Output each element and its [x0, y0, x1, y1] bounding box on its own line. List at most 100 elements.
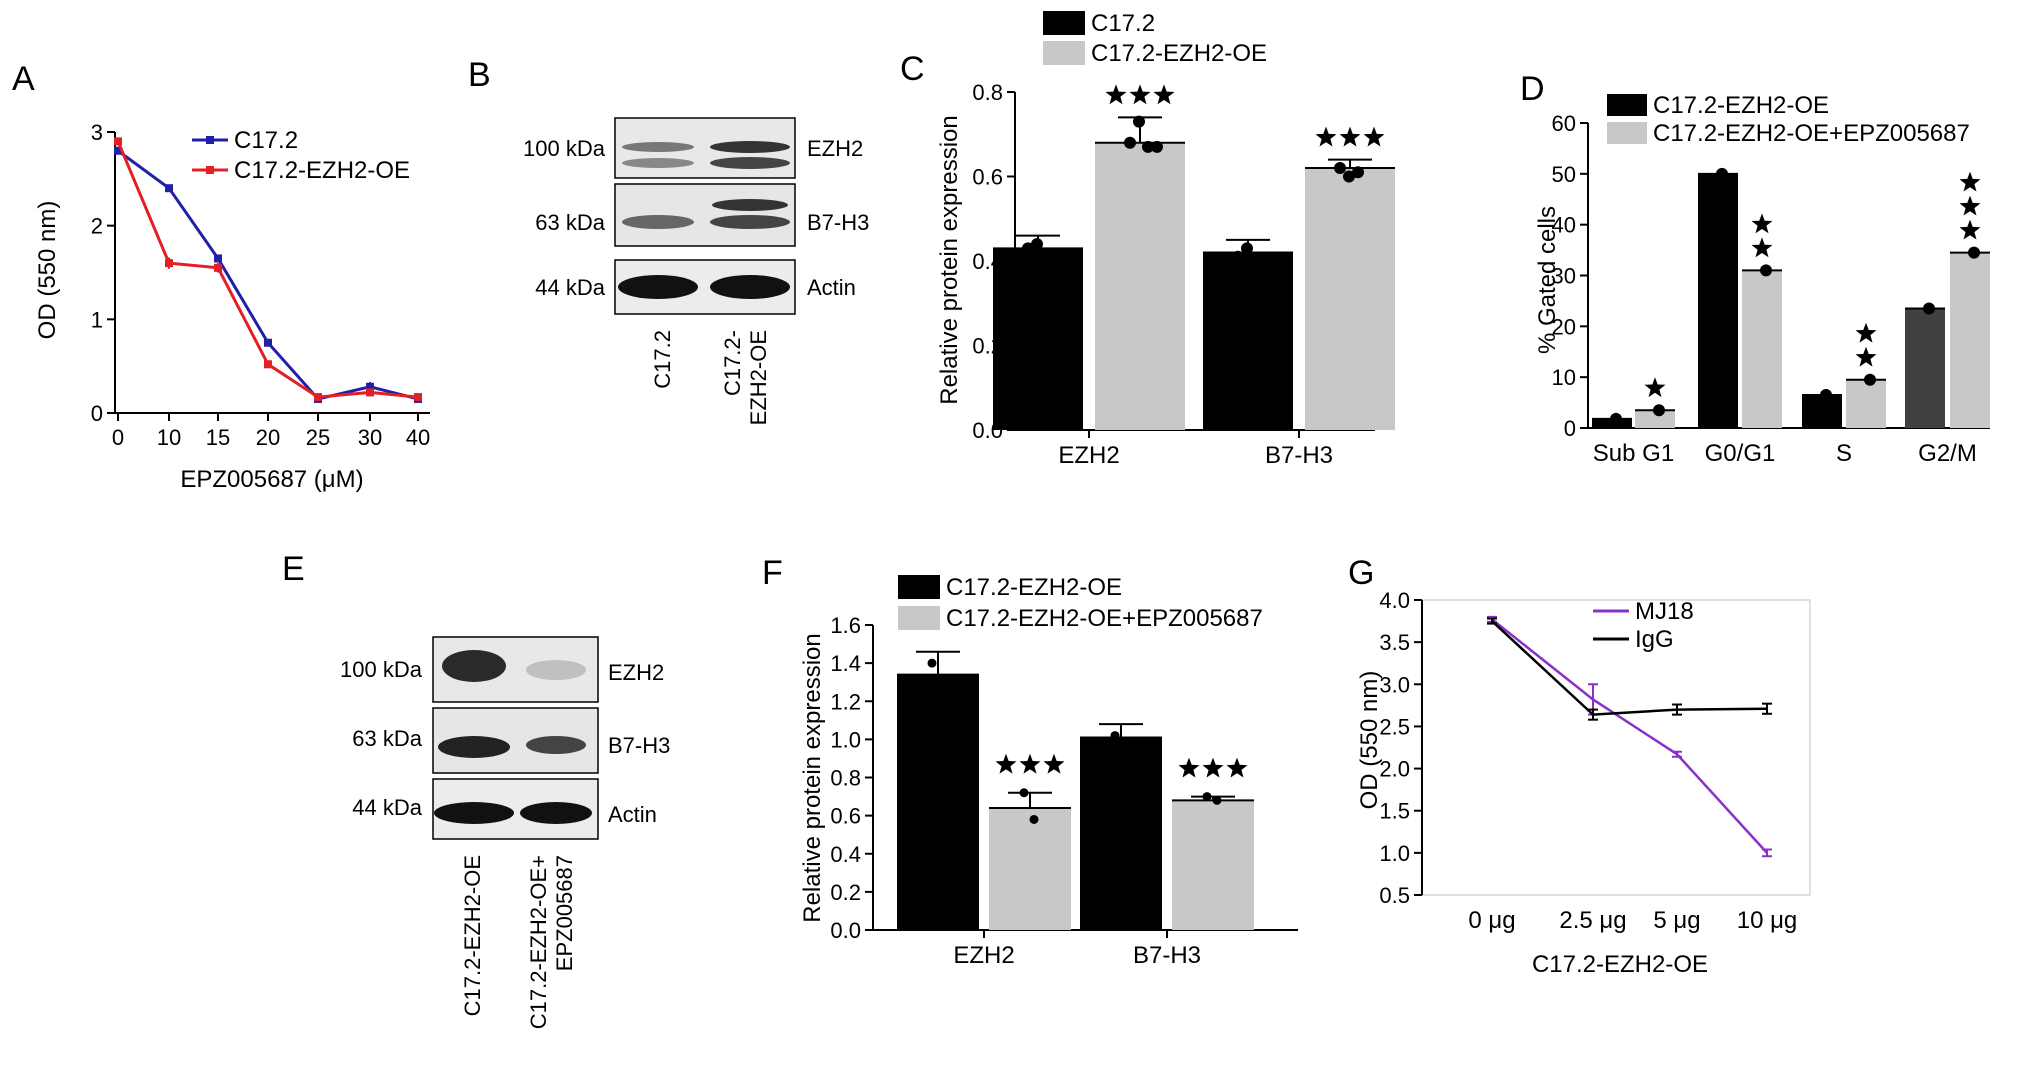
blot-e-lane-2a: C17.2-EZH2-OE+: [526, 855, 551, 1029]
x-tick-label: 20: [256, 425, 280, 450]
y-tick-label: 0.8: [972, 80, 1003, 105]
legend-item-label: C17.2-EZH2-OE: [1653, 92, 1829, 119]
legend-item-label: MJ18: [1635, 598, 1694, 625]
data-point: [1968, 246, 1980, 259]
data-point: [1151, 140, 1163, 153]
legend-item-label: C17.2-EZH2-OE+EPZ005687: [1653, 120, 1970, 147]
western-blot-e: 100 kDa 63 kDa 44 kDa EZH2 B7-H3 Actin C…: [340, 636, 670, 1029]
y-tick-label: 60: [1552, 111, 1576, 136]
bar: [993, 248, 1083, 430]
legend-item-marker: [206, 136, 214, 144]
y-axis-title: OD (550 nm): [34, 201, 61, 340]
blot-b-size-44: 44 kDa: [535, 275, 605, 300]
y-tick-label: 3: [91, 120, 103, 145]
x-tick-label: Sub G1: [1593, 440, 1674, 467]
legend-item-swatch: [1607, 122, 1647, 144]
y-tick-label: 0.6: [972, 165, 1003, 190]
bar: [989, 808, 1071, 930]
data-point: [214, 263, 222, 272]
data-point: [1343, 170, 1355, 183]
data-point: [1110, 731, 1120, 741]
significance-star: [1855, 322, 1877, 343]
significance-star: [1644, 377, 1666, 398]
panel-letter-c: C: [900, 50, 925, 88]
y-tick-label: 3.0: [1379, 672, 1410, 697]
y-axis-title: OD (550 nm): [1356, 671, 1383, 810]
bar: [1172, 800, 1254, 930]
bar: [1592, 418, 1632, 428]
data-point: [1133, 115, 1145, 128]
panel-letter-a: A: [12, 60, 35, 98]
data-point: [1334, 162, 1346, 175]
bar: [1950, 252, 1990, 428]
data-point: [927, 658, 937, 668]
x-tick-label: 15: [206, 425, 230, 450]
blot-b-lane-1: C17.2: [650, 330, 675, 389]
data-point: [165, 259, 173, 268]
y-tick-label: 30: [1552, 264, 1576, 289]
y-tick-label: 1.4: [830, 651, 861, 676]
bar: [1802, 394, 1842, 428]
y-tick-label: 2.0: [1379, 757, 1410, 782]
significance-star: [1019, 753, 1041, 774]
significance-star: [1202, 757, 1224, 778]
y-tick-label: 0.6: [830, 804, 861, 829]
data-point: [1212, 795, 1222, 805]
significance-star: [1153, 84, 1175, 105]
blot-e-lane-1: C17.2-EZH2-OE: [460, 855, 485, 1016]
x-tick-label: B7-H3: [1133, 942, 1201, 969]
data-point: [1352, 166, 1364, 179]
x-axis-title: C17.2-EZH2-OE: [1532, 951, 1708, 978]
y-tick-label: 4.0: [1379, 588, 1410, 613]
bar: [1698, 173, 1738, 428]
data-point: [1142, 140, 1154, 153]
y-tick-label: 1.2: [830, 689, 861, 714]
data-point: [1610, 412, 1622, 425]
bar: [1305, 168, 1395, 431]
data-point: [114, 137, 122, 146]
legend-item-swatch: [898, 606, 940, 630]
significance-star: [1105, 84, 1127, 105]
panel-letter-f: F: [762, 554, 783, 592]
legend-item-label: C17.2-EZH2-OE: [1091, 40, 1267, 67]
legend-item-swatch: [1607, 94, 1647, 116]
x-tick-label: 10 μg: [1737, 907, 1798, 934]
y-tick-label: 20: [1552, 314, 1576, 339]
y-tick-label: 1.0: [830, 727, 861, 752]
significance-star: [1226, 757, 1248, 778]
data-point: [1202, 792, 1212, 802]
y-tick-label: 40: [1552, 213, 1576, 238]
significance-star: [1959, 171, 1981, 192]
blot-b-band-actin: Actin: [807, 275, 856, 300]
x-tick-label: 30: [358, 425, 382, 450]
blot-e-size-100: 100 kDa: [340, 657, 423, 682]
bar: [1095, 142, 1185, 430]
blot-b-lane-2a: C17.2-: [720, 330, 745, 396]
bar: [1635, 410, 1675, 428]
significance-star: [1363, 126, 1385, 147]
data-point: [1760, 264, 1772, 277]
data-point: [1031, 238, 1043, 251]
bar: [1905, 308, 1945, 428]
y-tick-label: 50: [1552, 162, 1576, 187]
blot-b-band-b7h3: B7-H3: [807, 210, 869, 235]
y-tick-label: 10: [1552, 365, 1576, 390]
blot-b-lane-2b: EZH2-OE: [746, 330, 771, 425]
series-line: [1491, 618, 1768, 854]
panel-letter-b: B: [468, 56, 491, 94]
legend-item-swatch: [898, 575, 940, 599]
y-tick-label: 2: [91, 214, 103, 239]
panel-letter-g: G: [1348, 554, 1374, 592]
x-tick-label: G2/M: [1918, 440, 1977, 467]
data-point: [366, 382, 374, 391]
legend-item-label: C17.2: [1091, 10, 1155, 37]
significance-star: [1751, 237, 1773, 258]
data-point: [1864, 373, 1876, 386]
data-point: [1124, 136, 1136, 149]
y-axis-title: Relative protein expression: [936, 115, 963, 405]
data-point: [264, 360, 272, 369]
y-tick-label: 0.4: [830, 842, 861, 867]
legend-item-label: IgG: [1635, 626, 1674, 653]
